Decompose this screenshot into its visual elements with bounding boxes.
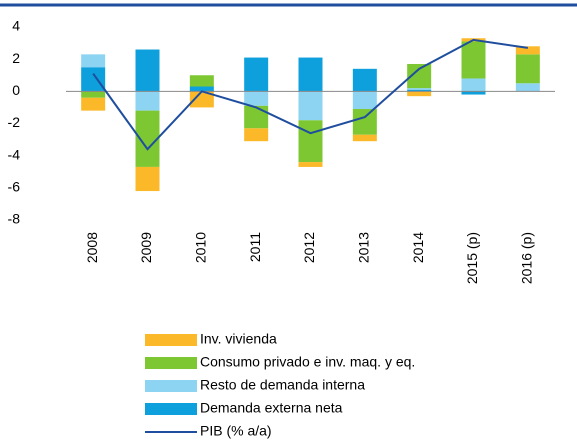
bar-segment [81, 54, 106, 68]
bar-segment [189, 86, 214, 92]
bar-segment [515, 54, 540, 84]
y-tick-label: 2 [12, 50, 20, 66]
bar-segment [461, 41, 486, 79]
bar-segment [298, 120, 323, 163]
bar-segment [244, 105, 269, 129]
bar-segment [407, 91, 432, 97]
bar-segment [515, 83, 540, 92]
bar-segment [461, 91, 486, 95]
bar-segment [461, 78, 486, 92]
bar-segment [244, 57, 269, 92]
bar-segment [298, 162, 323, 167]
bar-segment [352, 68, 377, 92]
bar-segment [135, 49, 160, 92]
legend-swatch [145, 334, 197, 346]
bar-segment [352, 134, 377, 142]
legend-swatch [145, 403, 197, 415]
bar-segment [189, 91, 214, 108]
bar-segment [352, 91, 377, 110]
x-tick-label: 2013 [356, 232, 372, 263]
legend-label: Resto de demanda interna [200, 377, 365, 393]
y-tick-label: -6 [8, 179, 21, 195]
legend-label: PIB (% a/a) [200, 423, 272, 439]
bar-segment [407, 89, 432, 92]
y-tick-label: -8 [8, 211, 21, 227]
y-tick-label: -2 [8, 114, 21, 130]
x-tick-label: 2010 [193, 232, 209, 263]
x-tick-label: 2012 [301, 232, 317, 263]
bar-segment [352, 109, 377, 135]
x-tick-label: 2009 [138, 232, 154, 263]
legend-swatch [145, 380, 197, 392]
bar-segment [81, 67, 106, 92]
x-tick-label: 2015 (p) [464, 232, 480, 284]
bar-segment [189, 75, 214, 87]
legend-label: Consumo privado e inv. maq. y eq. [200, 354, 415, 370]
bar-segment [135, 166, 160, 192]
bar-segment [135, 91, 160, 111]
bar-segment [407, 88, 432, 90]
x-tick-label: 2008 [84, 232, 100, 263]
bar-segment [244, 128, 269, 142]
bar-segment [515, 46, 540, 55]
y-tick-label: -4 [8, 146, 21, 162]
y-tick-label: 0 [12, 82, 20, 98]
y-tick-label: 4 [12, 18, 20, 34]
x-tick-label: 2014 [410, 232, 426, 263]
legend-label: Demanda externa neta [200, 400, 343, 416]
bar-segment [244, 91, 269, 106]
bar-segment [81, 91, 106, 98]
legend-swatch [145, 357, 197, 369]
legend-label: Inv. vivienda [200, 331, 277, 347]
x-tick-label: 2011 [247, 232, 263, 262]
x-tick-label: 2016 (p) [519, 232, 535, 284]
bar-segment [81, 97, 106, 111]
line-series [92, 38, 528, 151]
bar-segment [298, 91, 323, 121]
bar-segment [298, 57, 323, 92]
